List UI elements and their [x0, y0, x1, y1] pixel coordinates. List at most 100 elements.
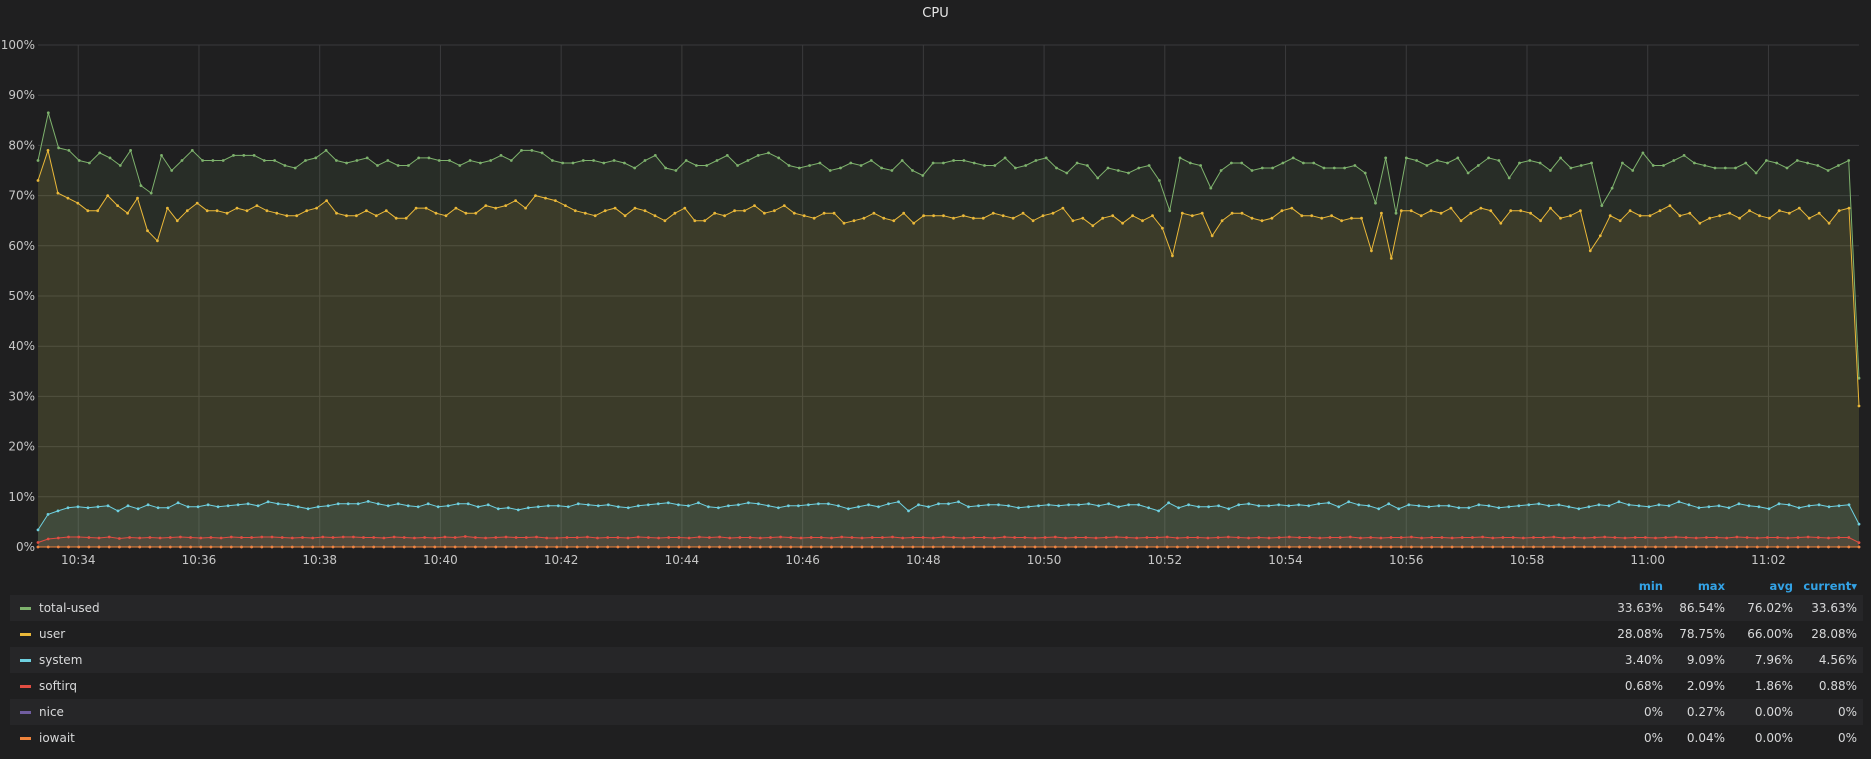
- data-point-system: [646, 503, 650, 507]
- data-point-user: [295, 214, 299, 218]
- legend-header-min[interactable]: min: [1638, 579, 1663, 593]
- data-point-softirq: [1104, 536, 1108, 539]
- data-point-iowait: [260, 545, 264, 549]
- data-point-user: [1121, 221, 1124, 225]
- data-point-total-used: [715, 159, 719, 162]
- data-point-total-used: [1188, 161, 1192, 165]
- data-point-iowait: [331, 545, 335, 549]
- data-point-system: [1787, 503, 1791, 507]
- data-point-iowait: [1064, 545, 1067, 549]
- data-point-softirq: [1684, 536, 1688, 539]
- data-point-softirq: [168, 536, 172, 539]
- data-point-total-used: [1487, 156, 1490, 160]
- legend-series-name[interactable]: system: [39, 653, 83, 667]
- data-point-total-used: [437, 159, 441, 162]
- data-point-total-used: [1075, 161, 1079, 165]
- data-point-softirq: [1654, 536, 1657, 540]
- data-point-iowait: [484, 545, 487, 549]
- data-point-softirq: [1491, 536, 1495, 540]
- data-point-total-used: [880, 166, 883, 170]
- legend-row[interactable]: total-used 33.63% 86.54% 76.02% 33.63%: [10, 595, 1863, 621]
- legend-row[interactable]: system 3.40% 9.09% 7.96% 4.56%: [10, 647, 1863, 673]
- series-color-swatch[interactable]: [20, 659, 31, 662]
- data-point-system: [496, 507, 500, 511]
- legend-series-name[interactable]: total-used: [39, 601, 100, 615]
- data-point-softirq: [240, 536, 243, 539]
- data-point-iowait: [1562, 545, 1566, 549]
- data-point-total-used: [1271, 166, 1274, 170]
- data-point-softirq: [819, 536, 823, 539]
- data-point-iowait: [1033, 545, 1037, 549]
- data-point-softirq: [1277, 536, 1281, 539]
- series-color-swatch[interactable]: [20, 607, 31, 610]
- data-point-softirq: [1735, 535, 1739, 539]
- data-point-total-used: [1662, 164, 1665, 167]
- legend-header-avg[interactable]: avg: [1769, 579, 1794, 593]
- data-point-system: [426, 502, 430, 506]
- data-point-total-used: [1240, 161, 1244, 165]
- data-point-iowait: [1450, 545, 1454, 549]
- data-point-total-used: [46, 111, 50, 115]
- series-color-swatch[interactable]: [20, 685, 31, 688]
- legend-row[interactable]: user 28.08% 78.75% 66.00% 28.08%: [10, 621, 1863, 647]
- data-point-iowait: [1176, 545, 1179, 549]
- data-point-system: [1717, 504, 1721, 508]
- legend-row[interactable]: softirq 0.68% 2.09% 1.86% 0.88%: [10, 673, 1863, 699]
- data-point-softirq: [1511, 536, 1515, 539]
- cpu-chart[interactable]: 0% 10% 20% 30% 40% 50% 60% 70% 80% 90% 100% 10:34 10…: [0, 30, 1871, 570]
- data-point-iowait: [1857, 545, 1861, 549]
- data-point-softirq: [97, 536, 101, 540]
- data-point-iowait: [1023, 545, 1027, 549]
- data-point-total-used: [602, 161, 606, 165]
- data-point-total-used: [1415, 159, 1418, 162]
- data-point-iowait: [687, 545, 691, 549]
- data-point-system: [1747, 504, 1751, 508]
- series-color-swatch[interactable]: [20, 633, 31, 636]
- data-point-system: [1477, 503, 1481, 507]
- data-point-system: [907, 509, 910, 513]
- data-point-user: [882, 216, 886, 220]
- data-point-iowait: [1328, 545, 1332, 549]
- data-point-total-used: [1281, 161, 1285, 165]
- data-point-iowait: [1216, 545, 1220, 549]
- data-point-total-used: [468, 159, 472, 162]
- data-point-user: [1220, 219, 1224, 223]
- series-color-swatch[interactable]: [20, 711, 31, 714]
- data-point-iowait: [1379, 545, 1383, 549]
- legend-header-current[interactable]: current▾: [1803, 579, 1857, 593]
- legend-row[interactable]: iowait 0% 0.04% 0.00% 0%: [10, 725, 1863, 751]
- data-point-total-used: [1353, 164, 1357, 167]
- legend-series-name[interactable]: iowait: [39, 731, 75, 745]
- data-point-iowait: [596, 545, 599, 549]
- data-point-user: [1807, 216, 1811, 220]
- data-point-iowait: [453, 545, 457, 549]
- legend-series-name[interactable]: softirq: [39, 679, 77, 693]
- data-point-iowait: [1257, 545, 1261, 549]
- legend-header-max[interactable]: max: [1697, 579, 1725, 593]
- data-point-softirq: [1674, 535, 1678, 539]
- data-point-system: [1327, 501, 1331, 505]
- data-point-softirq: [901, 536, 905, 540]
- data-point-user: [1449, 206, 1453, 210]
- data-point-user: [743, 209, 746, 213]
- data-point-total-used: [1250, 169, 1254, 172]
- series-color-swatch[interactable]: [20, 737, 31, 740]
- data-point-total-used: [561, 161, 565, 165]
- legend-series-name[interactable]: user: [39, 627, 66, 641]
- data-point-iowait: [657, 545, 660, 549]
- legend-series-name[interactable]: nice: [39, 705, 64, 719]
- legend-row[interactable]: nice 0% 0.27% 0.00% 0%: [10, 699, 1863, 725]
- data-point-user: [474, 211, 478, 215]
- data-point-total-used: [921, 174, 925, 177]
- data-point-system: [1507, 505, 1511, 509]
- data-point-total-used: [417, 156, 421, 160]
- data-point-user: [1051, 211, 1055, 215]
- data-point-user: [76, 201, 80, 205]
- data-point-iowait: [1532, 545, 1535, 549]
- data-point-system: [376, 502, 380, 506]
- data-point-iowait: [545, 545, 549, 549]
- data-point-total-used: [1826, 169, 1830, 172]
- x-tick-label: 10:52: [1148, 553, 1183, 567]
- data-point-softirq: [1623, 536, 1627, 540]
- data-point-user: [146, 229, 149, 233]
